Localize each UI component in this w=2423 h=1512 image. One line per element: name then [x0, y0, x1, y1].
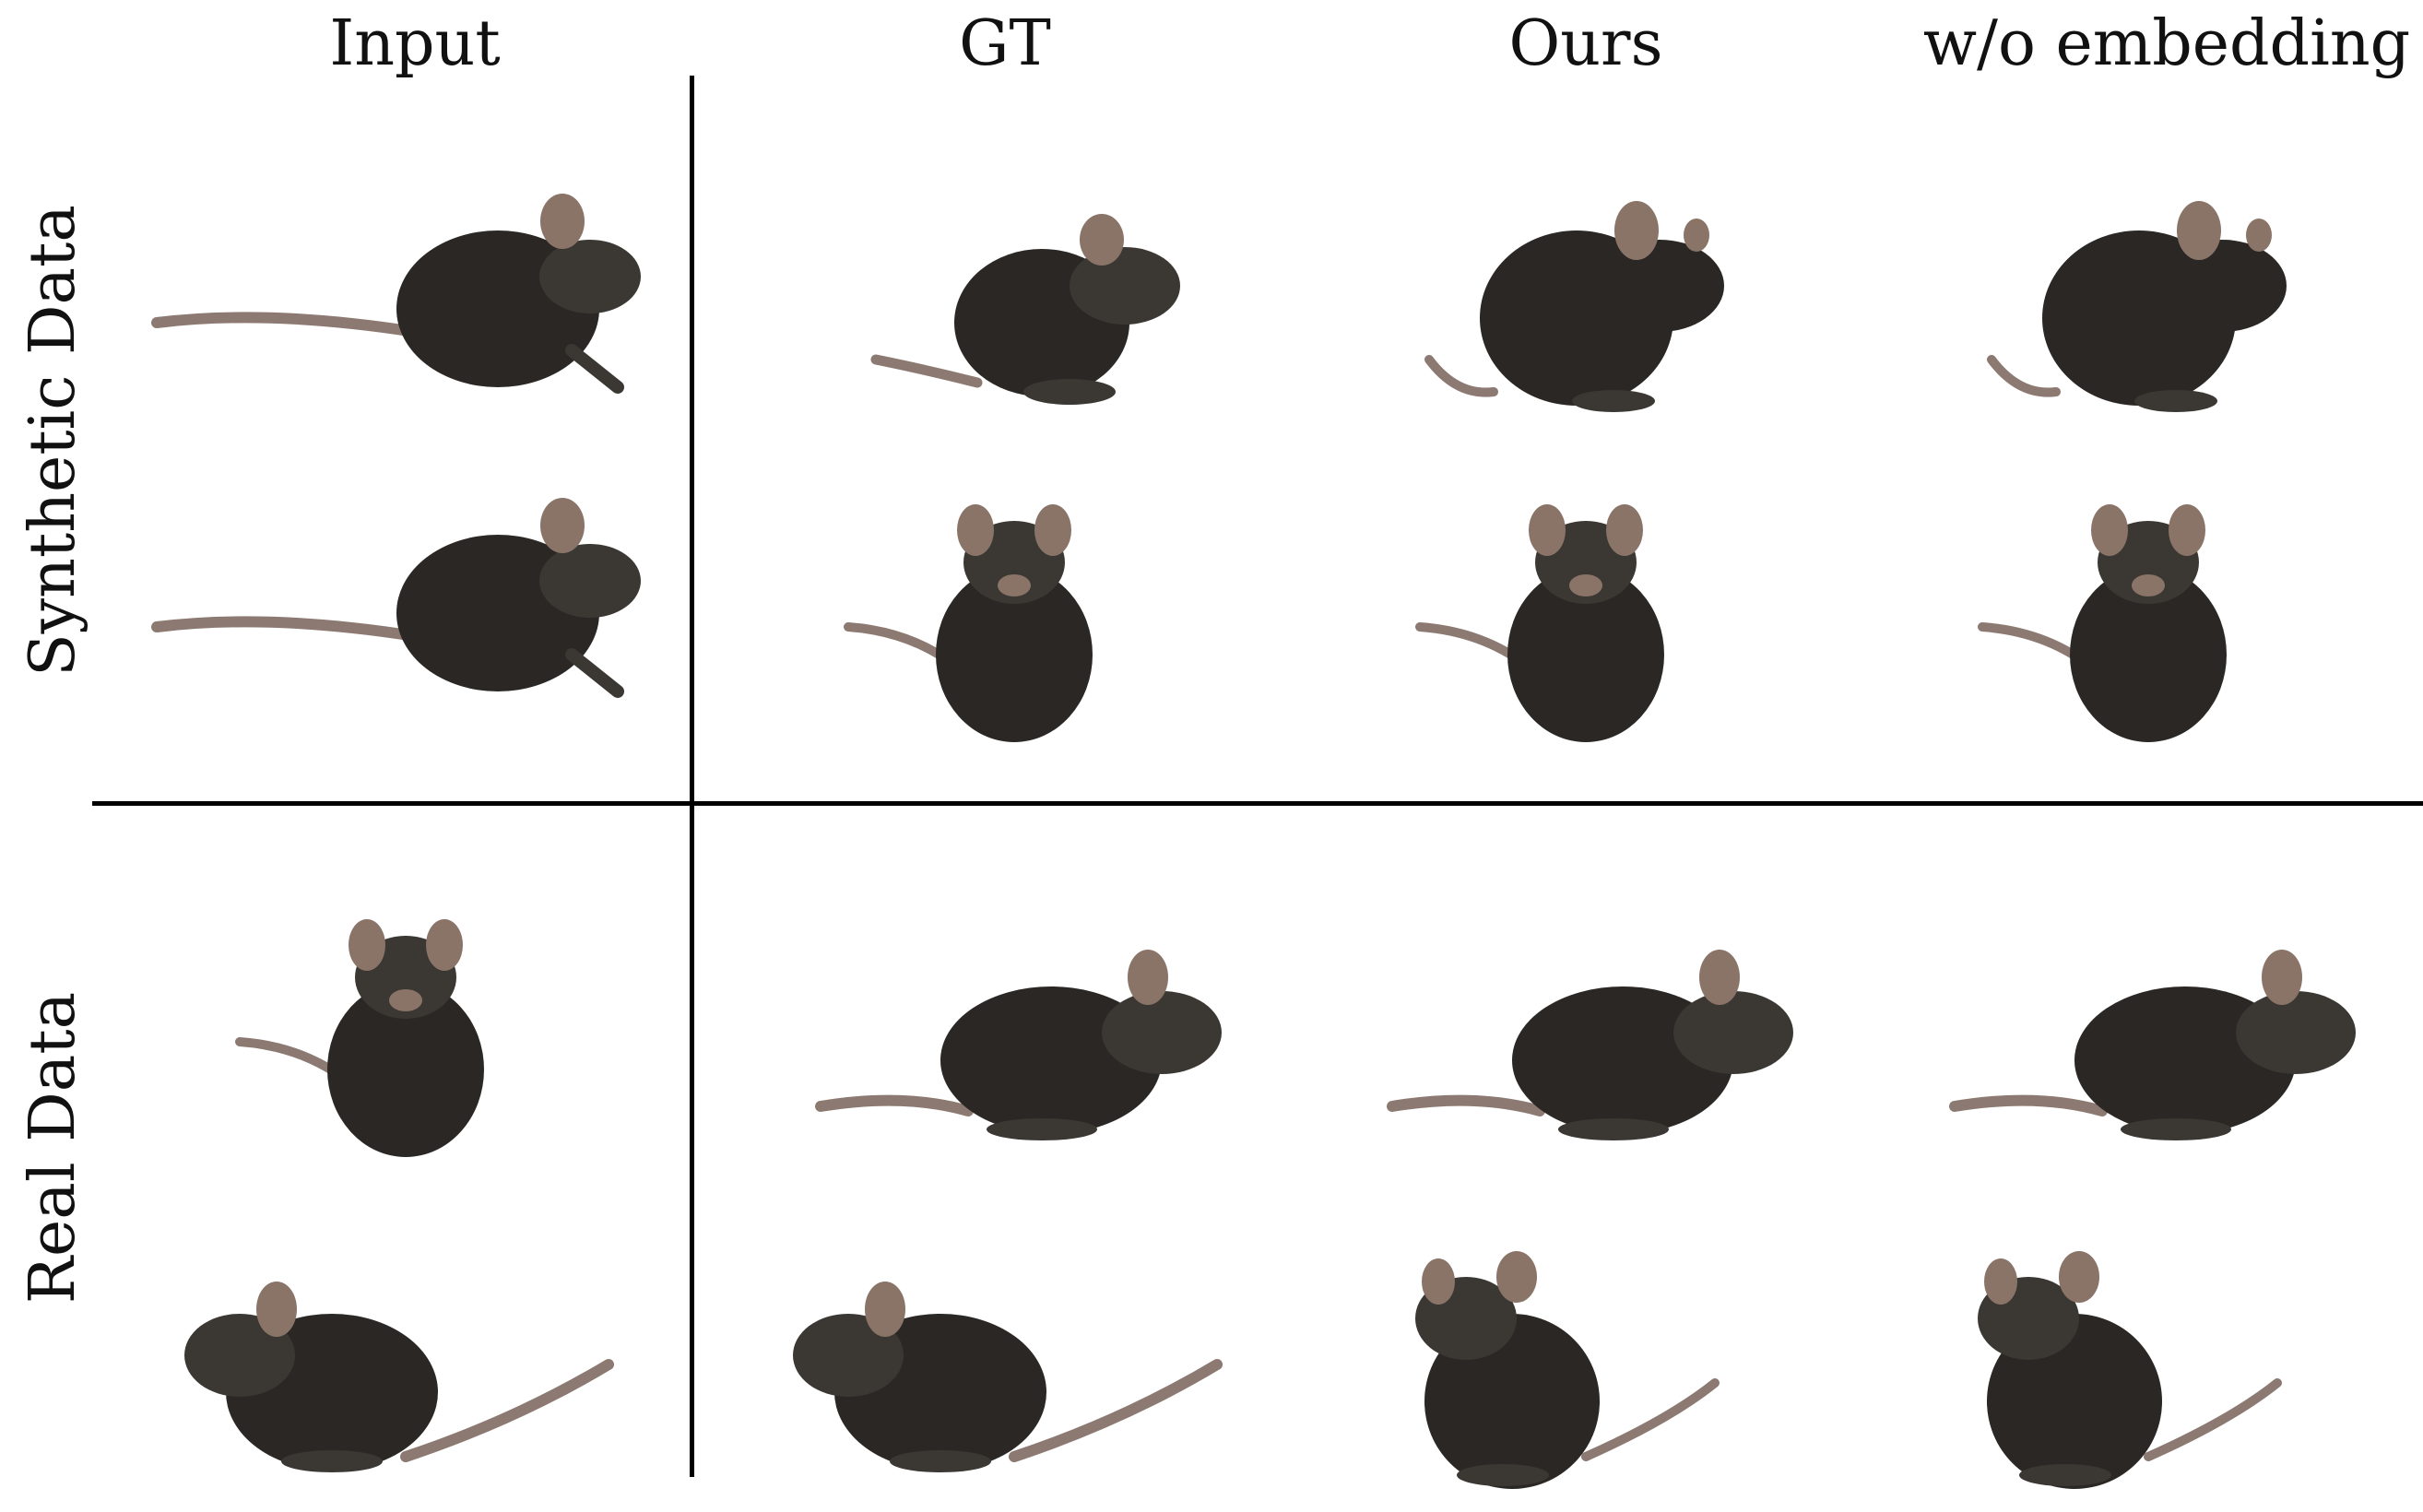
mouse-photo-icon — [1309, 443, 1862, 774]
mouse-photo-icon — [1872, 857, 2423, 1189]
horizontal-divider — [92, 801, 2423, 806]
mouse-photo-icon — [738, 857, 1291, 1189]
row-header-real: Real Data — [17, 991, 89, 1305]
mouse-photo-icon — [129, 138, 682, 470]
mouse-photo-icon — [1872, 1180, 2423, 1512]
column-header-ours: Ours — [1508, 7, 1663, 80]
mouse-photo-icon — [1872, 443, 2423, 774]
column-header-input: Input — [329, 7, 501, 80]
mouse-photo-icon — [129, 1180, 682, 1512]
vertical-divider — [690, 76, 694, 1477]
mouse-photo-icon — [1309, 857, 1862, 1189]
mouse-photo-icon — [129, 857, 682, 1189]
mouse-photo-icon — [1872, 138, 2423, 470]
mouse-photo-icon — [1309, 1180, 1862, 1512]
column-header-gt: GT — [959, 7, 1051, 80]
mouse-photo-icon — [738, 443, 1291, 774]
mouse-photo-icon — [738, 138, 1291, 470]
mouse-photo-icon — [1309, 138, 1862, 470]
mouse-photo-icon — [129, 443, 682, 774]
row-header-synthetic: Synthetic Data — [17, 205, 89, 677]
column-header-wo-embedding: w/o embedding — [1922, 7, 2411, 80]
mouse-photo-icon — [738, 1180, 1291, 1512]
